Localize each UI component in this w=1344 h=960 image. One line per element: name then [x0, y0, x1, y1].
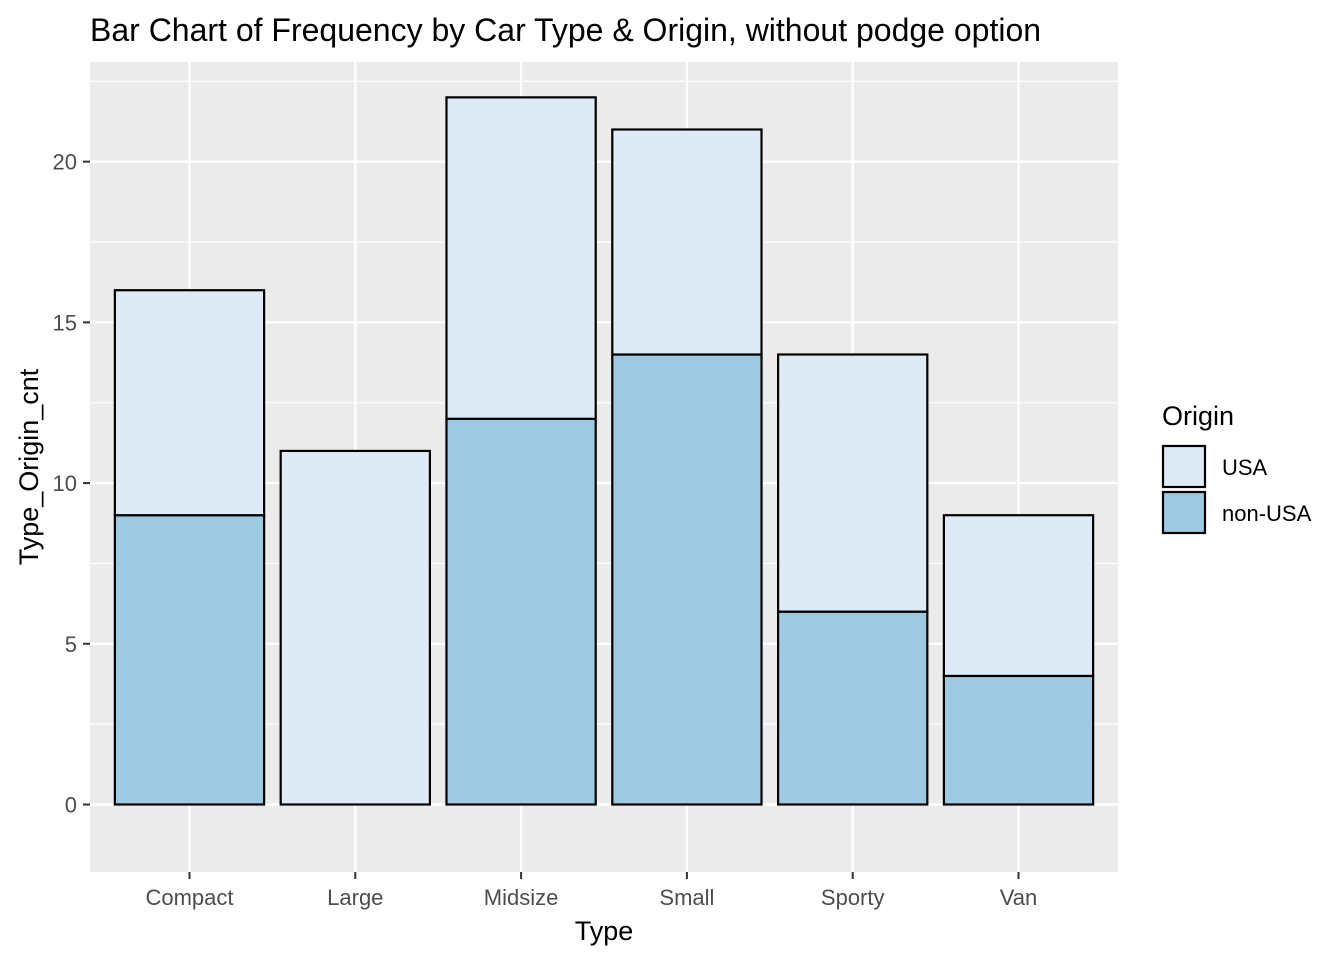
bar-midsize-non-usa: [445, 417, 597, 806]
y-tick-label: 0: [65, 793, 77, 818]
y-tick-label: 5: [65, 632, 77, 657]
bar-sporty-non-usa: [776, 610, 929, 806]
legend-title: Origin: [1162, 401, 1234, 431]
bar-small-usa: [611, 128, 763, 356]
y-tick-label: 15: [53, 310, 77, 335]
x-tick-label: Compact: [145, 885, 233, 910]
legend-key-non-usa: [1161, 490, 1207, 535]
bar-van-non-usa: [942, 674, 1095, 806]
x-tick-label: Midsize: [484, 885, 559, 910]
bar-compact-non-usa: [113, 514, 266, 806]
axes: 0 5 10 15 20 Compact Large Midsize Small Sporty Va…: [53, 150, 1038, 910]
x-tick-label: Van: [1000, 885, 1038, 910]
legend-label-usa: USA: [1222, 455, 1268, 480]
x-tick-label: Small: [659, 885, 714, 910]
chart-title: Bar Chart of Frequency by Car Type & Ori…: [90, 12, 1041, 48]
bars: [113, 96, 1095, 806]
x-axis-title: Type: [575, 916, 634, 946]
y-tick-label: 20: [53, 150, 77, 175]
x-tick-label: Sporty: [821, 885, 885, 910]
bar-sporty-usa: [776, 353, 929, 613]
bar-van-usa: [942, 514, 1095, 678]
x-tick-label: Large: [327, 885, 383, 910]
bar-large-usa: [279, 449, 432, 806]
bar-compact-usa: [113, 289, 266, 517]
legend-key-usa: [1161, 444, 1207, 489]
bar-small-non-usa: [611, 353, 763, 806]
bar-midsize-usa: [445, 96, 597, 420]
legend: Origin USA non-USA: [1161, 401, 1312, 535]
y-tick-label: 10: [53, 471, 77, 496]
y-axis-title: Type_Origin_cnt: [14, 368, 44, 565]
legend-label-non-usa: non-USA: [1222, 501, 1312, 526]
